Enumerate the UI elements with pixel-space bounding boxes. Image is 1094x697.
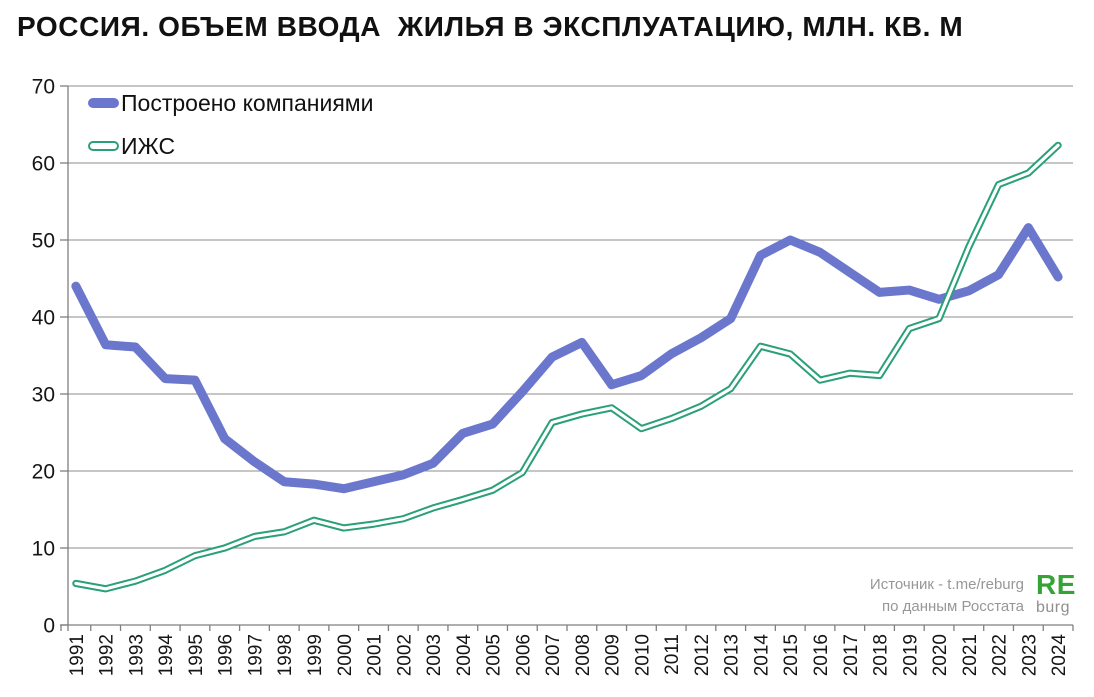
x-axis-label: 1992 bbox=[97, 634, 118, 676]
series-line-izhs-core bbox=[74, 143, 1060, 591]
x-axis-label: 2009 bbox=[603, 634, 624, 676]
legend-label-izhs: ИЖС bbox=[121, 132, 176, 159]
legend-label-companies: Построено компаниями bbox=[121, 89, 374, 116]
x-axis-label: 2011 bbox=[662, 634, 683, 675]
source-note: Источник - t.me/reburg по данным Росстат… bbox=[870, 574, 1024, 618]
x-axis-label: 2003 bbox=[424, 634, 445, 676]
y-axis-label: 40 bbox=[32, 307, 55, 330]
x-axis-label: 2000 bbox=[335, 634, 356, 676]
y-axis-label: 0 bbox=[43, 615, 55, 638]
x-axis-label: 2002 bbox=[394, 634, 415, 676]
x-axis-label: 1995 bbox=[186, 634, 207, 676]
x-axis-label: 2023 bbox=[1019, 634, 1040, 676]
x-axis-label: 2024 bbox=[1049, 634, 1070, 677]
x-axis-label: 2006 bbox=[513, 634, 534, 676]
x-axis-label: 1998 bbox=[275, 634, 296, 676]
x-axis-label: 2005 bbox=[484, 634, 505, 676]
series-line-companies bbox=[71, 223, 1063, 494]
source-line-1: Источник - t.me/reburg bbox=[869, 576, 1024, 593]
x-axis-label: 2019 bbox=[900, 634, 921, 676]
y-axis-label: 30 bbox=[32, 384, 55, 407]
x-axis-label: 1999 bbox=[305, 634, 326, 676]
x-axis-label: 1991 bbox=[67, 634, 88, 676]
legend: Построено компаниями ИЖС bbox=[88, 88, 373, 174]
y-axis-label: 20 bbox=[32, 461, 55, 484]
companies-line-marker-icon bbox=[88, 98, 119, 108]
x-axis-label: 2007 bbox=[543, 634, 564, 676]
y-axis-label: 50 bbox=[32, 230, 55, 253]
x-axis-label: 1994 bbox=[156, 634, 177, 677]
x-axis-label: 2008 bbox=[573, 634, 594, 676]
y-axis-label: 60 bbox=[32, 153, 55, 176]
chart-title: РОССИЯ. ОБЪЕМ ВВОДА ЖИЛЬЯ В ЭКСПЛУАТАЦИЮ… bbox=[17, 11, 964, 42]
x-axis-label: 2001 bbox=[365, 634, 386, 676]
x-axis-label: 2004 bbox=[454, 634, 475, 677]
x-axis-label: 2010 bbox=[632, 634, 653, 676]
x-axis-label: 2020 bbox=[930, 634, 951, 676]
reburg-logo-burg: burg bbox=[1036, 599, 1071, 616]
x-axis-label: 1997 bbox=[245, 634, 266, 676]
x-axis-label: 2014 bbox=[751, 634, 772, 677]
y-axis-label: 70 bbox=[32, 76, 55, 99]
reburg-logo-re: RE bbox=[1036, 569, 1076, 600]
x-axis-label: 1996 bbox=[216, 634, 237, 676]
x-axis-label: 2018 bbox=[871, 634, 892, 676]
x-axis-label: 2013 bbox=[722, 634, 743, 676]
x-axis-label: 2015 bbox=[781, 634, 802, 676]
x-axis-label: 2012 bbox=[692, 634, 713, 676]
source-line-2: по данным Росстата bbox=[881, 598, 1024, 615]
y-axis-label: 10 bbox=[32, 538, 55, 561]
x-axis-label: 2017 bbox=[841, 634, 862, 676]
reburg-logo: RE burg bbox=[1036, 571, 1076, 616]
legend-item-companies: Построено компаниями bbox=[88, 88, 373, 118]
x-axis-label: 1993 bbox=[126, 634, 147, 676]
series-line-izhs-outer bbox=[72, 141, 1062, 593]
izhs-line-marker-icon bbox=[88, 141, 119, 151]
x-axis-label: 2016 bbox=[811, 634, 832, 676]
x-axis-label: 2022 bbox=[990, 634, 1011, 676]
legend-item-izhs: ИЖС bbox=[88, 131, 373, 161]
x-axis-label: 2021 bbox=[960, 634, 981, 676]
